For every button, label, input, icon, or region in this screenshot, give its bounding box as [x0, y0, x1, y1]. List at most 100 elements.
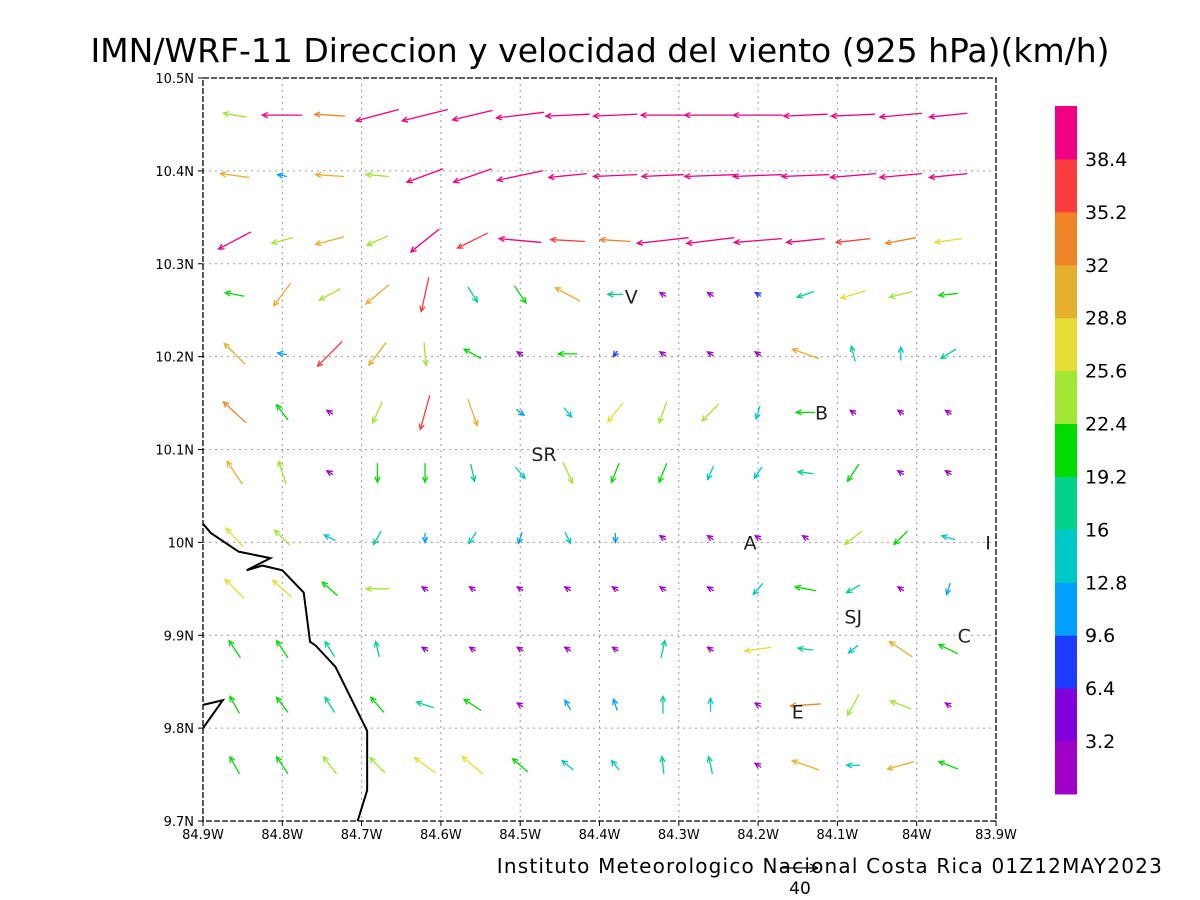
colorbar: 3.2 6.4 9.6 12.8 16 19.2 22.4 25.6 28.8 32 35.2 38.…: [1055, 106, 1127, 795]
wind-arrow: [495, 170, 544, 183]
x-tick-label: 83.9W: [975, 828, 1017, 843]
wind-arrow: [849, 409, 857, 416]
colorbar-label: 16: [1085, 519, 1109, 541]
wind-arrow: [405, 168, 444, 184]
wind-arrow: [592, 112, 638, 120]
wind-arrow: [887, 290, 913, 300]
wind-arrow: [878, 112, 922, 120]
wind-arrow: [685, 237, 735, 246]
wind-arrow: [513, 285, 527, 305]
colorbar-label: 28.8: [1085, 308, 1127, 330]
wind-arrow: [640, 173, 684, 180]
wind-arrow: [497, 235, 542, 244]
y-tick-label: 10.4N: [155, 165, 194, 180]
wind-arrow: [217, 231, 252, 250]
wind-arrow: [420, 585, 429, 593]
wind-arrow: [706, 534, 714, 542]
wind-arrow: [422, 342, 429, 367]
wind-arrow: [945, 582, 952, 596]
y-tick-labels: 9.7N 9.8N 9.9N 10N 10.1N 10.2N 10.3N 10.4N 10.5N: [155, 72, 203, 830]
colorbar-segment: [1055, 370, 1077, 425]
colorbar-label: 12.8: [1085, 572, 1127, 594]
place-label: A: [744, 532, 757, 554]
y-tick-label: 10N: [168, 536, 194, 551]
wind-arrow: [418, 395, 431, 431]
colorbar-label: 22.4: [1085, 414, 1127, 436]
wind-arrow: [228, 639, 241, 659]
wind-arrow: [754, 405, 761, 421]
wind-arrow: [753, 351, 762, 358]
x-tick-label: 84.7W: [341, 828, 383, 843]
wind-arrow: [754, 291, 762, 298]
colorbar-segment: [1055, 211, 1077, 266]
x-tick-label: 84W: [902, 828, 932, 843]
wind-arrow: [564, 698, 572, 710]
wind-arrow: [467, 531, 477, 545]
wind-arrow: [373, 640, 380, 657]
wind-arrow: [659, 755, 666, 774]
place-label: SR: [531, 444, 556, 466]
wind-arrow: [318, 288, 341, 301]
x-tick-label: 84.6W: [420, 828, 462, 843]
footer-credit: Instituto Meteorologico Nacional Costa R…: [497, 854, 1163, 878]
wind-arrow: [321, 581, 338, 596]
wind-arrow: [846, 463, 860, 483]
wind-arrow: [563, 646, 572, 653]
wind-arrow: [462, 348, 482, 360]
wind-arrow: [225, 527, 244, 548]
wind-arrow: [657, 401, 668, 425]
wind-arrow: [494, 111, 545, 121]
colorbar-label: 6.4: [1085, 678, 1115, 700]
wind-arrow: [273, 529, 291, 546]
wind-arrow: [420, 646, 429, 653]
wind-arrow: [839, 289, 866, 300]
wind-arrow: [556, 350, 578, 358]
wind-arrow: [324, 696, 336, 713]
colorbar-segment: [1055, 476, 1077, 530]
grid-lines: [203, 78, 996, 821]
wind-arrow: [222, 400, 247, 424]
wind-arrow: [939, 348, 957, 360]
wind-arrow: [801, 534, 810, 542]
wind-arrow: [782, 112, 828, 120]
wind-arrow: [706, 291, 714, 298]
wind-arrow: [322, 755, 338, 775]
x-tick-labels: 84.9W 84.8W 84.7W 84.6W 84.5W 84.4W 84.3W 84.2W…: [182, 821, 1017, 843]
wind-arrow: [732, 237, 782, 246]
wind-arrow: [700, 403, 720, 422]
wind-arrow: [897, 345, 905, 361]
wind-arrow: [780, 173, 830, 180]
wind-arrow: [562, 461, 574, 485]
wind-arrow: [314, 171, 345, 179]
wind-arrow: [223, 342, 246, 365]
wind-arrow: [683, 111, 737, 119]
wind-arrow: [272, 282, 292, 307]
wind-arrow: [845, 762, 860, 769]
wind-arrow: [316, 341, 343, 368]
wind-arrow: [606, 402, 624, 424]
x-tick-label: 84.8W: [261, 828, 303, 843]
wind-arrow: [515, 351, 524, 358]
wind-arrow: [451, 109, 493, 122]
wind-arrow: [790, 759, 820, 771]
wind-arrow: [462, 698, 482, 712]
wind-arrow: [515, 646, 524, 653]
wind-arrow: [937, 760, 959, 770]
wind-arrow: [229, 755, 241, 775]
wind-arrow: [461, 755, 484, 775]
wind-arrow: [788, 702, 821, 709]
x-tick-label: 84.3W: [658, 828, 700, 843]
y-tick-label: 10.1N: [155, 444, 194, 459]
wind-arrow: [944, 409, 952, 416]
wind-arrow: [612, 532, 619, 544]
wind-arrow: [224, 578, 245, 599]
wind-arrow: [888, 640, 913, 658]
wind-arrow: [878, 172, 922, 181]
wind-arrow: [796, 645, 814, 653]
wind-arrow: [658, 462, 668, 484]
wind-arrow: [611, 646, 619, 653]
wind-arrow: [467, 398, 479, 428]
wind-arrow: [468, 585, 476, 593]
x-tick-label: 84.5W: [499, 828, 541, 843]
